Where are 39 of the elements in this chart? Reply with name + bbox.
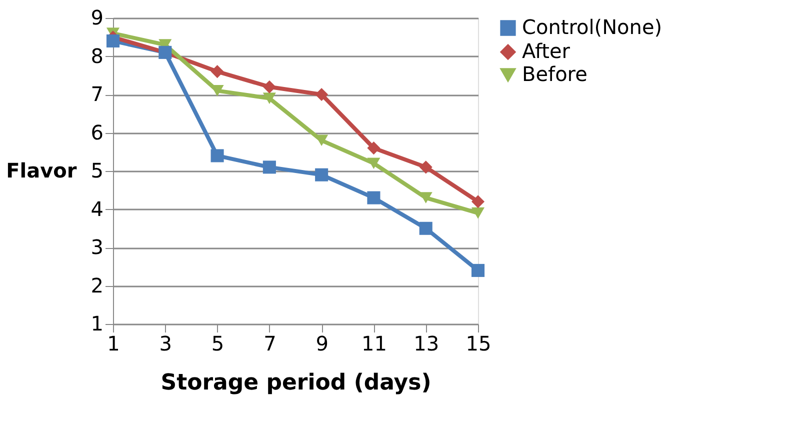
x-tick-label: 13 (414, 332, 440, 356)
point (262, 80, 276, 94)
legend-label: Before (522, 62, 588, 86)
x-tick-label: 11 (361, 332, 387, 356)
y-tick-label: 3 (90, 235, 104, 259)
point (210, 65, 224, 78)
y-tick-label: 9 (90, 6, 104, 30)
point (262, 92, 276, 104)
point (367, 142, 380, 155)
y-tick-label: 2 (90, 273, 104, 298)
x-tick-label: 1 (107, 332, 120, 356)
x-axis-title: Storage period (days) (160, 370, 432, 396)
y-tick-label: 1 (90, 312, 104, 336)
point (262, 160, 276, 174)
point (367, 158, 380, 169)
x-tick-label: 7 (264, 332, 276, 356)
y-tick-label: 5 (90, 158, 104, 182)
x-tick-label: 5 (211, 332, 224, 356)
point (471, 207, 485, 219)
y-axis-title: Flavor (6, 158, 77, 182)
x-tick-label: 3 (159, 332, 172, 356)
point (315, 88, 328, 102)
y-tick-label: 8 (90, 44, 104, 68)
x-tick-label: 9 (316, 332, 328, 356)
x-tick-label: 15 (466, 332, 492, 356)
point (210, 149, 224, 162)
point (419, 222, 432, 235)
y-tick-label: 4 (90, 196, 104, 221)
point (471, 195, 485, 208)
y-tick-label: 6 (90, 120, 104, 144)
legend-label: After (522, 39, 571, 63)
legend-label: Control(None) (522, 15, 662, 39)
point (471, 264, 485, 277)
point (315, 168, 328, 182)
y-tick-label: 7 (90, 82, 104, 106)
point (419, 192, 432, 204)
point (106, 34, 120, 48)
point (419, 160, 432, 174)
point (367, 191, 380, 204)
